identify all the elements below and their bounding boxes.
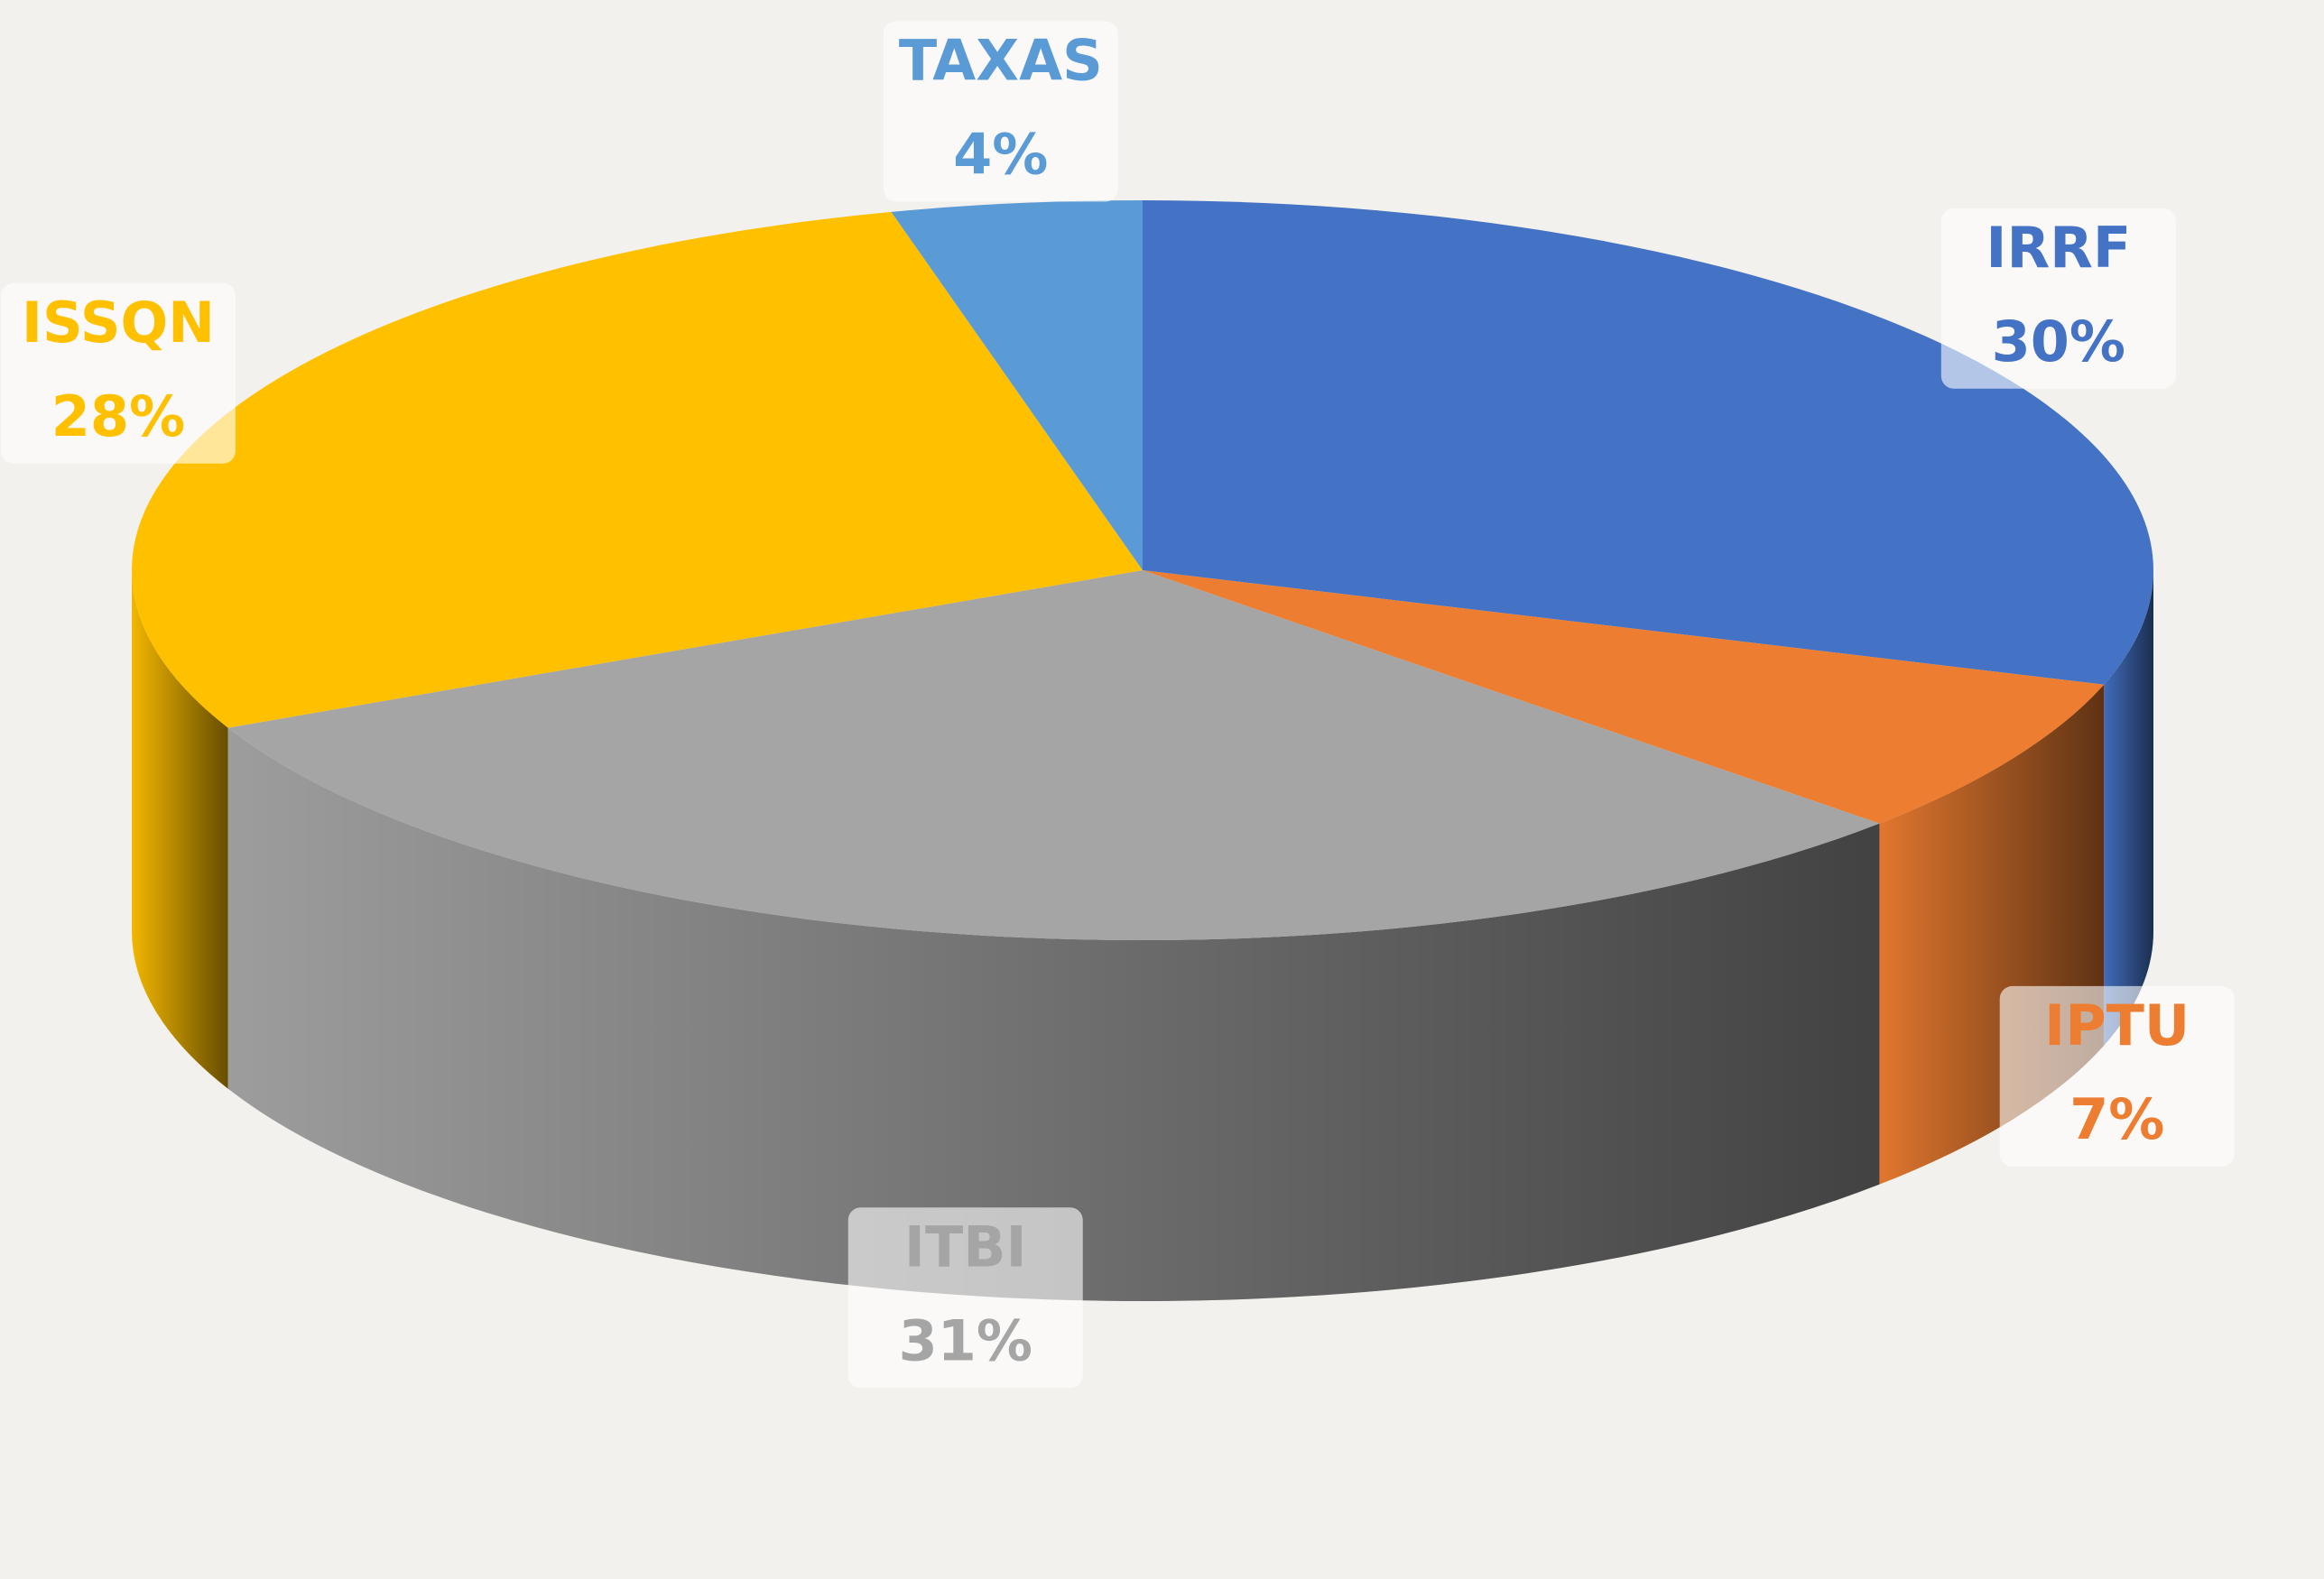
slice-side-shade	[2104, 570, 2153, 1046]
category-label: IPTU	[2044, 993, 2190, 1058]
category-label: TAXAS	[899, 28, 1103, 94]
label-backdrop	[847, 1207, 1083, 1389]
slice-side-shade	[227, 727, 1880, 1301]
value-label: 28%	[51, 383, 185, 449]
slice-side-shade	[132, 570, 228, 1089]
category-label: IRRF	[1986, 215, 2131, 281]
value-label: 31%	[899, 1307, 1032, 1373]
label-backdrop	[1940, 208, 2176, 389]
slice	[1143, 200, 2154, 685]
value-label: 4%	[953, 122, 1048, 188]
label-backdrop	[883, 21, 1118, 202]
slice	[227, 570, 1880, 940]
value-label: 7%	[2069, 1086, 2164, 1152]
label-backdrop	[0, 282, 236, 464]
category-label: ITBI	[904, 1214, 1027, 1279]
slice	[131, 211, 1143, 728]
slice	[1143, 570, 2105, 824]
category-label: ISSQN	[22, 290, 215, 356]
value-label: 30%	[1992, 309, 2125, 374]
slice	[891, 200, 1143, 570]
label-backdrop	[1999, 985, 2235, 1167]
